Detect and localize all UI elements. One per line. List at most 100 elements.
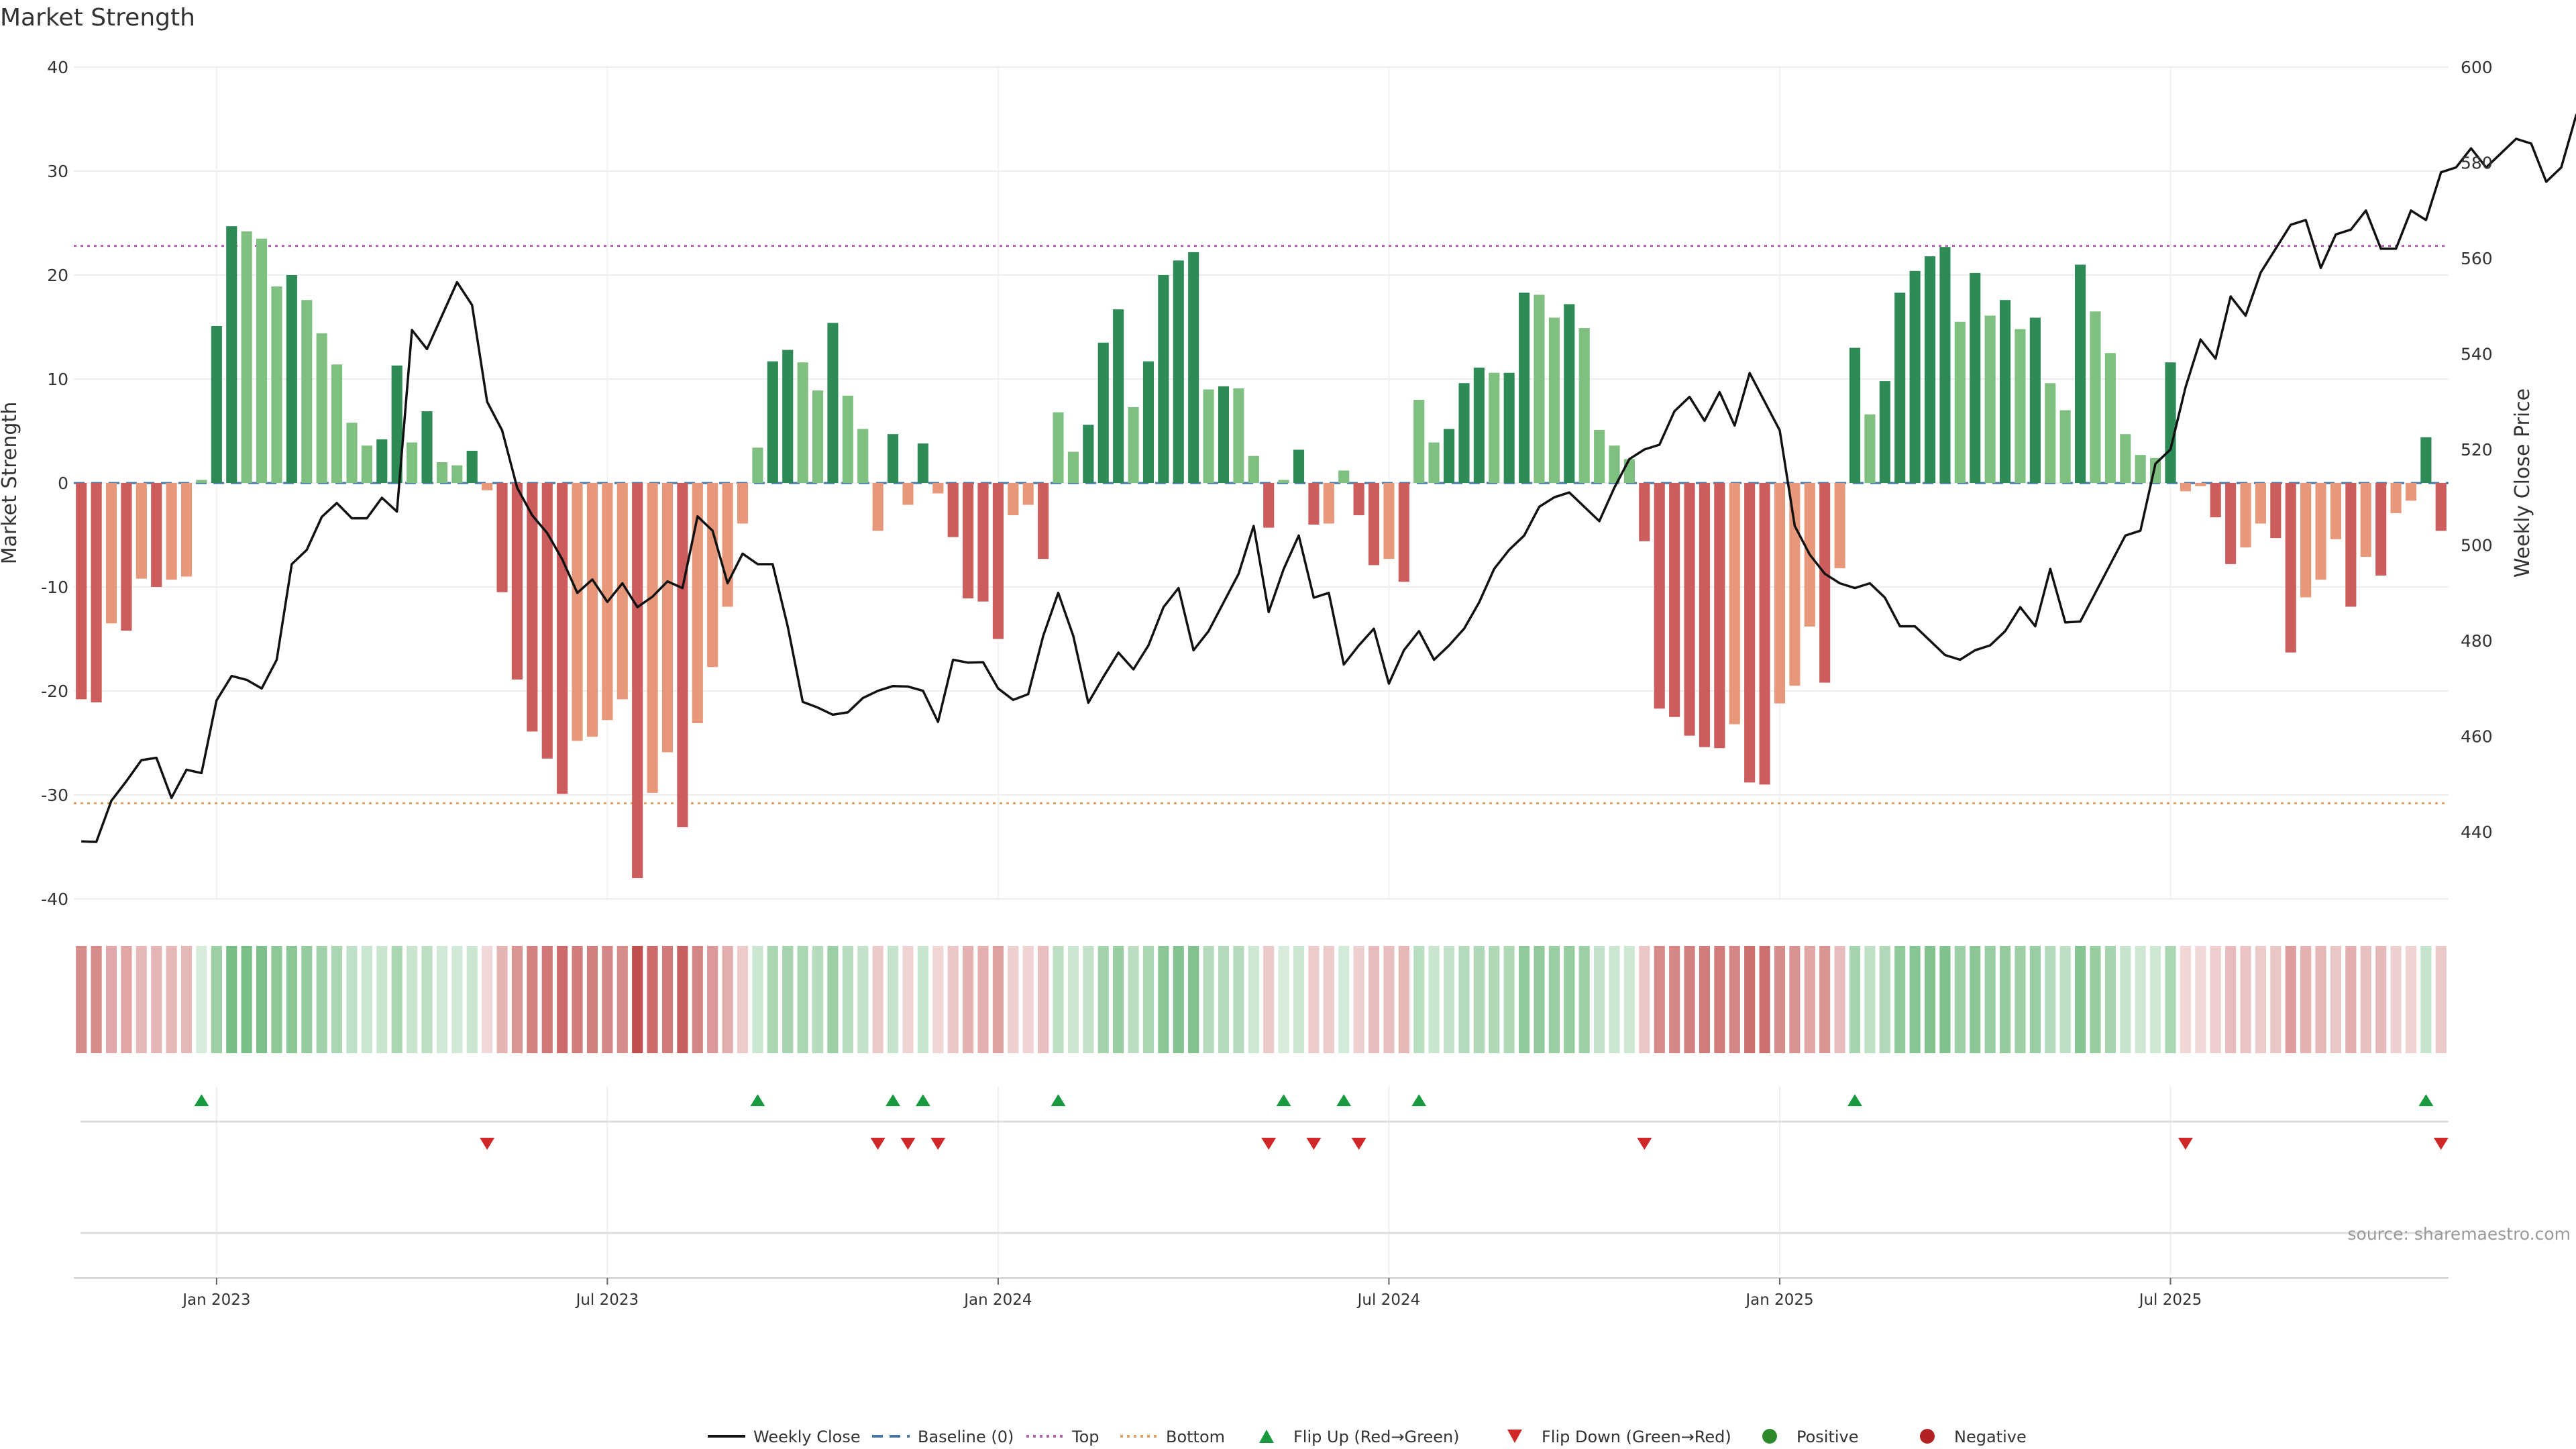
- strength-bar: [541, 483, 553, 759]
- x-tick-label: Jan 2024: [963, 1291, 1032, 1309]
- strength-bar: [166, 483, 177, 580]
- flip-down-marker: [1351, 1138, 1366, 1150]
- strength-bar: [1142, 361, 1155, 483]
- heat-cell: [2135, 946, 2146, 1053]
- strength-bar: [1744, 483, 1756, 783]
- legend-item: Flip Up (Red→Green): [1259, 1428, 1460, 1446]
- strength-bar: [1669, 483, 1680, 717]
- heat-cell: [151, 946, 162, 1053]
- strength-bar: [1578, 328, 1590, 483]
- heat-cell: [572, 946, 583, 1053]
- heat-cell: [2240, 946, 2251, 1053]
- strength-bar: [1022, 483, 1034, 505]
- heat-cell: [2375, 946, 2387, 1053]
- heat-cell: [105, 946, 117, 1053]
- legend-label: Positive: [1796, 1428, 1859, 1446]
- heat-cell: [1308, 946, 1320, 1053]
- strength-bar: [707, 483, 718, 667]
- strength-bar: [1534, 294, 1545, 483]
- flip-markers-panel: [80, 1094, 2449, 1234]
- heat-cell: [2435, 946, 2447, 1053]
- strength-bar: [2360, 483, 2371, 557]
- right-y-axis-label: Weekly Close Price: [2511, 388, 2534, 578]
- strength-bar: [151, 483, 162, 587]
- heat-cell: [888, 946, 899, 1053]
- strength-bar: [586, 483, 598, 737]
- strength-bar: [466, 450, 478, 483]
- heat-cell: [1503, 946, 1515, 1053]
- strength-bar: [1609, 445, 1620, 483]
- strength-bar: [2059, 410, 2071, 483]
- heat-cell: [1834, 946, 1845, 1053]
- heat-cell: [1669, 946, 1680, 1053]
- strength-bar: [677, 483, 688, 828]
- heat-cell: [707, 946, 718, 1053]
- heat-cell: [346, 946, 358, 1053]
- legend-item: Negative: [1920, 1428, 2027, 1446]
- strength-bar: [1473, 367, 1485, 483]
- heat-cell: [361, 946, 372, 1053]
- strength-bar: [2225, 483, 2237, 564]
- heat-cell: [1458, 946, 1470, 1053]
- heat-cell: [91, 946, 102, 1053]
- strength-bar: [1308, 483, 1320, 525]
- strength-bars: [76, 226, 2447, 878]
- x-tick-label: Jul 2025: [2138, 1291, 2202, 1309]
- right-y-axis: 600 580 560 540 520 500 480 460 440: [2461, 58, 2493, 842]
- heat-cell: [482, 946, 493, 1053]
- grid-lines: [74, 66, 2449, 1275]
- heat-cell: [1173, 946, 1184, 1053]
- strength-bar: [105, 483, 117, 624]
- strength-bar: [1519, 292, 1530, 483]
- strength-bar: [1323, 483, 1334, 524]
- heat-cell: [1383, 946, 1395, 1053]
- flip-down-marker: [1306, 1138, 1322, 1150]
- strength-bar: [2255, 483, 2267, 524]
- heat-cell: [1729, 946, 1740, 1053]
- heat-cell: [256, 946, 268, 1053]
- strength-bar: [1729, 483, 1740, 724]
- heat-cell: [2015, 946, 2026, 1053]
- strength-bar: [1097, 342, 1109, 483]
- heat-cell: [1954, 946, 1966, 1053]
- strength-bar: [752, 447, 763, 483]
- heat-cell: [1789, 946, 1801, 1053]
- heat-cell: [1158, 946, 1169, 1053]
- legend-item: Bottom: [1120, 1428, 1225, 1446]
- strength-bar: [797, 362, 808, 483]
- right-y-tick-label: 520: [2461, 440, 2493, 460]
- right-y-tick-label: 480: [2461, 631, 2493, 651]
- strength-bar: [1218, 386, 1230, 483]
- flip-down-marker: [2178, 1138, 2193, 1150]
- heat-cell: [722, 946, 733, 1053]
- heat-cell: [1067, 946, 1079, 1053]
- strength-bar: [902, 483, 914, 505]
- heat-cell: [1293, 946, 1305, 1053]
- strength-bar: [241, 231, 252, 483]
- heat-cell: [992, 946, 1004, 1053]
- heat-cell: [1984, 946, 1996, 1053]
- heat-cell: [2390, 946, 2402, 1053]
- legend-item: Positive: [1762, 1428, 1859, 1446]
- flip-down-marker: [870, 1138, 885, 1150]
- strength-bar: [1684, 483, 1695, 736]
- heat-cell: [1534, 946, 1545, 1053]
- strength-bar: [782, 350, 794, 483]
- flip-up-marker: [194, 1094, 209, 1106]
- heat-cell: [767, 946, 778, 1053]
- strength-bar: [1489, 372, 1500, 483]
- heat-cell: [2315, 946, 2326, 1053]
- flip-up-marker: [1847, 1094, 1862, 1106]
- heat-cell: [196, 946, 207, 1053]
- strength-bar: [1623, 459, 1635, 483]
- strength-bar: [1008, 483, 1019, 516]
- strength-bar: [2075, 264, 2086, 483]
- heat-cell: [1443, 946, 1455, 1053]
- heat-cell: [451, 946, 463, 1053]
- strength-bar: [1879, 381, 1890, 483]
- strength-bar: [421, 411, 433, 483]
- strength-bar: [1428, 442, 1440, 483]
- heat-cell: [2045, 946, 2056, 1053]
- strength-bar: [1984, 315, 1996, 483]
- strength-bar: [211, 325, 222, 483]
